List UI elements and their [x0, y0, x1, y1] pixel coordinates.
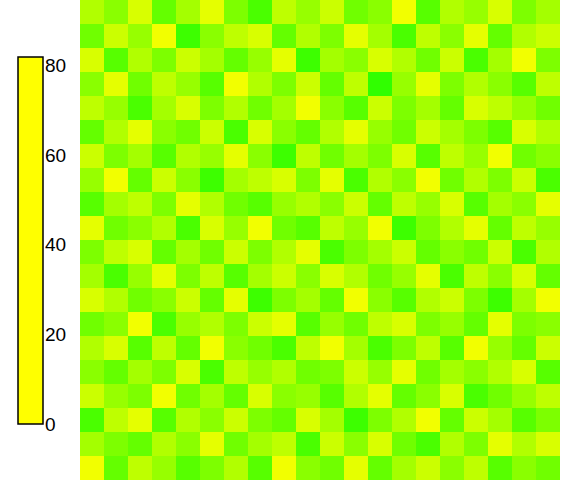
svg-text:40: 40 [45, 234, 66, 255]
svg-text:0: 0 [45, 414, 56, 435]
svg-text:20: 20 [45, 324, 66, 345]
svg-text:60: 60 [45, 145, 66, 166]
svg-text:80: 80 [45, 55, 66, 76]
